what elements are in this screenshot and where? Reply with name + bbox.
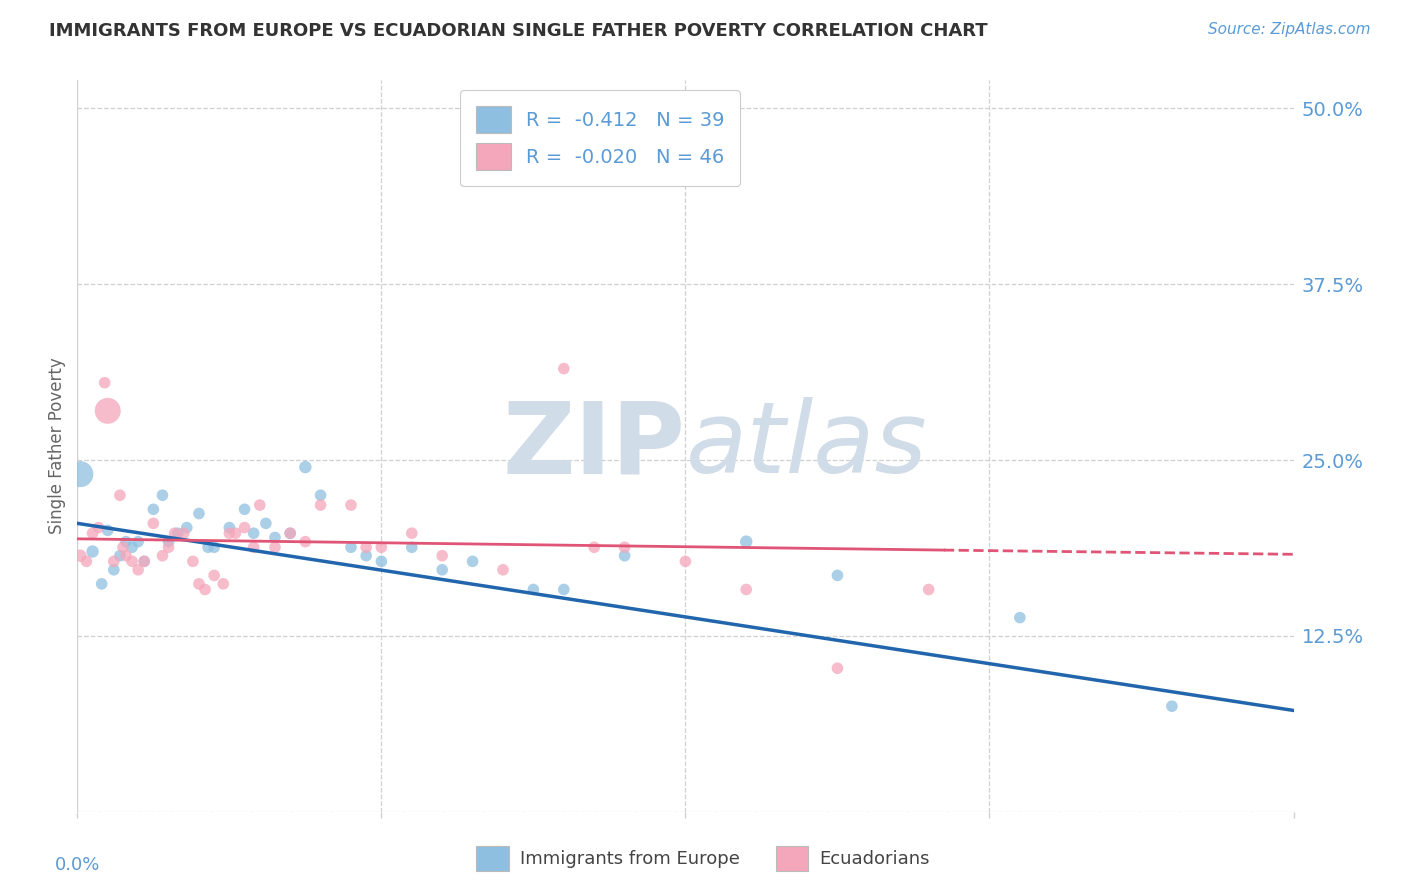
Point (278, 526, 301, 541)
Point (181, 554, 204, 568)
Point (370, 541, 392, 555)
Point (675, 554, 697, 568)
Point (224, 526, 246, 541)
Point (82, 526, 104, 541)
Point (157, 541, 180, 555)
Point (553, 582, 575, 597)
Point (401, 526, 423, 541)
Point (176, 520, 198, 534)
Point (212, 577, 235, 591)
Point (294, 534, 316, 549)
Point (827, 568, 849, 582)
Point (522, 582, 544, 597)
Point (735, 582, 758, 597)
Text: ZIP: ZIP (502, 398, 686, 494)
Point (121, 541, 143, 555)
Point (166, 526, 188, 541)
Point (309, 488, 332, 502)
Legend: R =  -0.412   N = 39, R =  -0.020   N = 46: R = -0.412 N = 39, R = -0.020 N = 46 (460, 90, 741, 186)
Point (194, 582, 217, 597)
Point (121, 554, 143, 568)
Point (157, 534, 180, 549)
Point (173, 526, 195, 541)
Point (69, 467, 91, 482)
Point (242, 526, 264, 541)
Point (278, 526, 301, 541)
Point (142, 516, 165, 531)
Text: IMMIGRANTS FROM EUROPE VS ECUADORIAN SINGLE FATHER POVERTY CORRELATION CHART: IMMIGRANTS FROM EUROPE VS ECUADORIAN SIN… (49, 22, 988, 40)
Point (108, 488, 131, 502)
Point (461, 554, 484, 568)
Point (90, 577, 112, 591)
Point (613, 549, 636, 563)
Point (1008, 610, 1031, 624)
Point (735, 534, 758, 549)
Point (354, 549, 377, 563)
Text: 0.0%: 0.0% (55, 855, 100, 873)
Point (233, 520, 256, 534)
Point (134, 554, 156, 568)
Point (127, 534, 149, 549)
Legend: Immigrants from Europe, Ecuadorians: Immigrants from Europe, Ecuadorians (470, 838, 936, 879)
Point (163, 526, 186, 541)
Point (233, 502, 256, 516)
Point (115, 534, 138, 549)
Point (522, 151, 544, 165)
Point (218, 520, 240, 534)
Point (202, 568, 225, 582)
Point (111, 541, 134, 555)
Point (188, 507, 211, 521)
Y-axis label: Single Father Poverty: Single Father Poverty (48, 358, 66, 534)
Point (93, 376, 115, 390)
Point (103, 554, 125, 568)
Point (583, 541, 606, 555)
Point (197, 541, 219, 555)
Point (294, 460, 316, 475)
Point (97, 404, 120, 418)
Point (370, 554, 392, 568)
Point (103, 563, 125, 577)
Point (134, 554, 156, 568)
Point (97, 524, 120, 538)
Point (340, 541, 363, 555)
Point (242, 541, 264, 555)
Point (492, 563, 515, 577)
Point (553, 361, 575, 376)
Point (152, 488, 174, 502)
Point (218, 526, 240, 541)
Point (82, 544, 104, 558)
Point (918, 582, 941, 597)
Point (340, 498, 363, 512)
Point (827, 661, 849, 675)
Point (87, 520, 110, 534)
Text: atlas: atlas (686, 398, 927, 494)
Point (264, 530, 287, 544)
Point (432, 563, 454, 577)
Point (202, 541, 225, 555)
Point (309, 498, 332, 512)
Point (401, 541, 423, 555)
Point (75, 554, 97, 568)
Point (249, 498, 271, 512)
Point (613, 541, 636, 555)
Text: Source: ZipAtlas.com: Source: ZipAtlas.com (1208, 22, 1371, 37)
Point (108, 549, 131, 563)
Point (432, 549, 454, 563)
Point (354, 541, 377, 555)
Point (254, 516, 277, 531)
Point (127, 563, 149, 577)
Point (264, 541, 287, 555)
Point (188, 577, 211, 591)
Point (69, 549, 91, 563)
Point (142, 502, 165, 516)
Point (115, 549, 138, 563)
Point (152, 549, 174, 563)
Point (1161, 699, 1184, 714)
